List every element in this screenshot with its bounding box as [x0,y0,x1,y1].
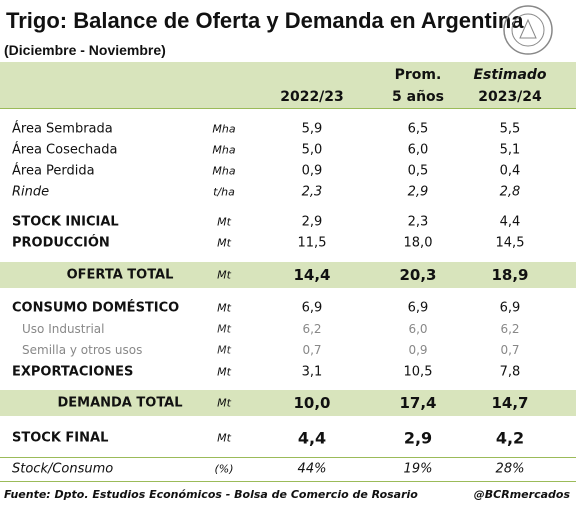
rule [0,481,576,482]
cell-value: 18,0 [403,235,433,251]
row-label: Rinde [12,184,50,200]
cell-value: 10,5 [403,364,433,380]
cell-value: 2,9 [301,214,323,230]
row-label: CONSUMO DOMÉSTICO [12,300,180,316]
cell-value: 2,9 [407,184,429,200]
column-header: 5 años [392,89,444,105]
cell-value: 2,3 [301,184,323,200]
row-unit: Mt [217,268,231,282]
row-unit: Mha [212,143,236,157]
cell-value: 6,9 [499,300,521,316]
cell-value: 0,9 [408,343,428,357]
row-unit: Mt [217,236,231,250]
cell-value: 7,8 [499,364,521,380]
logo [503,5,553,55]
cell-value: 5,5 [499,121,521,137]
cell-value: 0,4 [499,163,521,179]
rule [0,108,576,109]
cell-value: 14,7 [491,394,529,412]
cell-value: 4,4 [499,214,521,230]
cell-value: 2,8 [499,184,521,200]
row-label: DEMANDA TOTAL [57,395,183,411]
cell-value: 11,5 [297,235,327,251]
row-unit: Mha [212,164,236,178]
row-label: Área Sembrada [12,121,113,137]
cell-value: 28% [495,461,525,477]
column-header: 2023/24 [478,89,542,105]
column-header: Estimado [473,67,547,83]
cell-value: 14,4 [293,266,331,284]
cell-value: 14,5 [495,235,525,251]
header-band [0,62,576,108]
subtitle: (Diciembre - Noviembre) [4,42,166,58]
row-unit: Mt [217,431,231,445]
cell-value: 5,0 [301,142,323,158]
cell-value: 6,0 [407,142,429,158]
cell-value: 0,9 [301,163,323,179]
row-label: Stock/Consumo [12,461,114,477]
cell-value: 5,1 [499,142,521,158]
row-unit: Mt [217,322,231,336]
row-label: Área Cosechada [12,142,118,158]
row-unit: (%) [214,462,234,476]
cell-value: 6,2 [500,322,520,336]
handle: @BCRmercados [473,488,570,501]
cell-value: 0,7 [500,343,520,357]
row-unit: t/ha [213,185,235,199]
cell-value: 6,9 [407,300,429,316]
cell-value: 4,4 [297,428,327,448]
cell-value: 44% [297,461,327,477]
cell-value: 6,5 [407,121,429,137]
row-label: OFERTA TOTAL [66,267,174,283]
cell-value: 2,9 [403,428,433,448]
cell-value: 4,2 [495,428,525,448]
cell-value: 17,4 [399,394,437,412]
column-header: 2022/23 [280,89,344,105]
source: Fuente: Dpto. Estudios Económicos - Bols… [4,488,418,501]
row-label: Área Perdida [12,163,95,179]
row-unit: Mt [217,343,231,357]
cell-value: 6,2 [302,322,322,336]
row-label: STOCK INICIAL [12,214,119,230]
cell-value: 19% [403,461,433,477]
total-band [0,262,576,288]
cell-value: 18,9 [491,266,529,284]
cell-value: 20,3 [399,266,437,284]
row-unit: Mt [217,301,231,315]
row-label: Uso Industrial [22,322,105,336]
cell-value: 0,5 [407,163,429,179]
row-label: PRODUCCIÓN [12,235,110,251]
cell-value: 6,9 [301,300,323,316]
rule [0,457,576,458]
cell-value: 10,0 [293,394,331,412]
cell-value: 6,0 [408,322,428,336]
cell-value: 2,3 [407,214,429,230]
cell-value: 3,1 [301,364,323,380]
cell-value: 5,9 [301,121,323,137]
title: Trigo: Balance de Oferta y Demanda en Ar… [6,8,524,33]
total-band [0,390,576,416]
cell-value: 0,7 [302,343,322,357]
row-label: Semilla y otros usos [22,343,143,357]
row-unit: Mt [217,215,231,229]
row-label: STOCK FINAL [12,430,109,446]
row-unit: Mt [217,396,231,410]
row-unit: Mt [217,365,231,379]
row-unit: Mha [212,122,236,136]
row-label: EXPORTACIONES [12,364,134,380]
column-header: Prom. [394,67,442,83]
